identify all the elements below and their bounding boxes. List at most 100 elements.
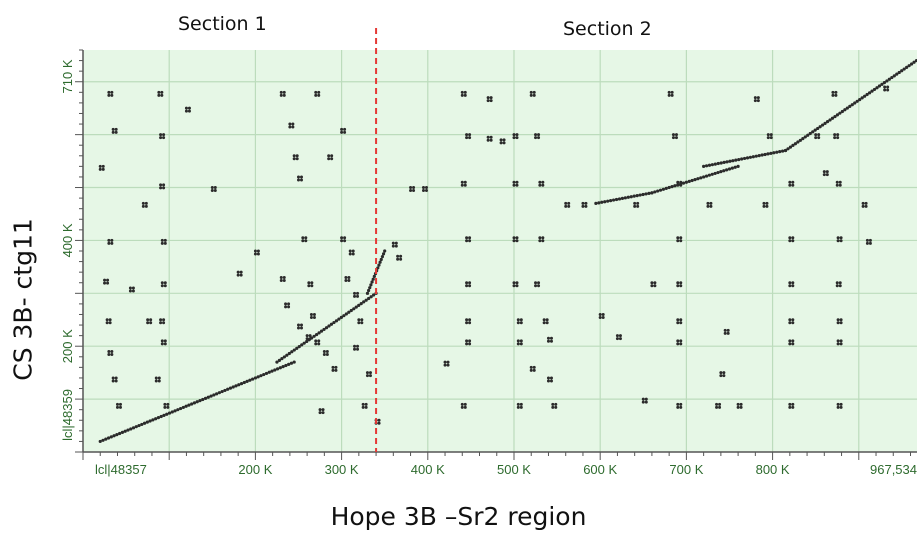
x-tick-label: 700 K: [669, 462, 703, 477]
diagonal-point: [354, 305, 358, 309]
cluster-point: [554, 405, 558, 409]
cluster-point: [512, 236, 516, 240]
cluster-point: [460, 180, 464, 184]
diagonal-point: [811, 130, 815, 134]
diagonal-point: [737, 157, 741, 162]
diagonal-point: [661, 187, 666, 191]
diagonal-point: [882, 81, 887, 85]
diagonal-point: [845, 106, 849, 110]
y-tick-label: lcl|48359: [60, 389, 75, 441]
cluster-point: [163, 238, 167, 242]
cluster-point: [163, 342, 167, 346]
diagonal-point: [367, 288, 371, 293]
cluster-point: [788, 339, 792, 343]
cluster-point: [463, 93, 467, 97]
cluster-point: [834, 90, 838, 94]
cluster-point: [409, 189, 413, 193]
cluster-point: [534, 284, 538, 288]
diagonal-point: [731, 159, 735, 163]
diagonal-point: [109, 435, 113, 439]
cluster-point: [838, 281, 842, 285]
cluster-point: [465, 318, 469, 322]
cluster-point: [835, 281, 839, 285]
cluster-point: [344, 278, 348, 282]
cluster-point: [667, 90, 671, 94]
cluster-point: [159, 183, 163, 187]
diagonal-point: [217, 391, 221, 395]
cluster-point: [391, 241, 395, 245]
diagonal-point: [769, 151, 773, 155]
cluster-point: [325, 353, 329, 356]
cluster-point: [839, 236, 843, 240]
cluster-point: [836, 402, 840, 406]
cluster-point: [299, 178, 303, 182]
cluster-point: [353, 344, 357, 348]
cluster-point: [861, 204, 865, 208]
cluster-point: [468, 281, 472, 285]
cluster-point: [160, 339, 164, 343]
cluster-point: [160, 238, 164, 242]
cluster-point: [839, 339, 843, 343]
diagonal-point: [872, 87, 877, 92]
cluster-point: [360, 321, 364, 325]
cluster-point: [394, 241, 398, 245]
cluster-point: [284, 305, 288, 309]
cluster-point: [788, 281, 792, 285]
cluster-point: [412, 189, 416, 193]
cluster-point: [114, 127, 118, 131]
cluster-point: [159, 318, 163, 322]
diagonal-point: [324, 326, 329, 330]
cluster-point: [360, 318, 364, 322]
cluster-point: [288, 122, 292, 126]
cluster-point: [636, 201, 640, 205]
cluster-point: [465, 321, 469, 325]
diagonal-point: [187, 403, 191, 407]
cluster-point: [296, 323, 300, 327]
cluster-point: [715, 405, 719, 409]
diagonal-point: [600, 200, 604, 204]
cluster-point: [184, 109, 188, 113]
cluster-point: [512, 284, 516, 288]
cluster-point: [163, 284, 167, 288]
cluster-point: [356, 294, 360, 298]
diagonal-point: [687, 179, 691, 183]
y-tick-label: 400 K: [60, 223, 75, 257]
cluster-point: [641, 400, 645, 404]
cluster-point: [305, 334, 309, 338]
cluster-point: [537, 136, 541, 140]
diagonal-point: [597, 201, 601, 205]
diagonal-point: [371, 293, 376, 297]
cluster-point: [515, 284, 519, 288]
cluster-point: [424, 186, 428, 190]
diagonal-point: [275, 367, 280, 371]
cluster-point: [325, 350, 329, 353]
diagonal-point: [140, 422, 144, 427]
diagonal-point: [887, 77, 891, 81]
cluster-point: [465, 236, 469, 240]
diagonal-point: [748, 155, 753, 159]
cluster-point: [709, 201, 713, 205]
diagonal-point: [104, 437, 108, 441]
diagonal-point: [594, 201, 598, 205]
diagonal-point: [209, 394, 213, 398]
cluster-point: [836, 239, 840, 243]
diagonal-point: [707, 173, 711, 177]
cluster-point: [726, 328, 730, 332]
cluster-point: [296, 326, 300, 330]
cluster-point: [321, 411, 325, 415]
diagonal-point: [775, 150, 779, 154]
diagonal-point: [875, 86, 879, 90]
diagonal-point: [693, 177, 697, 182]
cluster-point: [287, 302, 291, 306]
diagonal-point: [234, 384, 238, 388]
diagonal-point: [719, 161, 723, 165]
diagonal-point: [319, 329, 324, 333]
cluster-point: [343, 236, 347, 240]
cluster-point: [210, 186, 214, 190]
diagonal-point: [914, 58, 917, 63]
cluster-point: [331, 365, 335, 369]
cluster-point: [357, 321, 361, 325]
diagonal-point: [339, 315, 343, 319]
diagonal-point: [722, 169, 726, 173]
cluster-point: [886, 88, 890, 92]
